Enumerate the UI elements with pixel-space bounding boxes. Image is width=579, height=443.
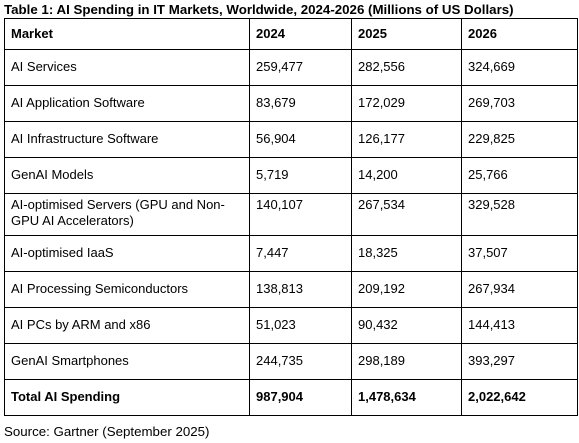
value-2026-cell: 267,934 [461,271,578,308]
market-cell: AI PCs by ARM and x86 [4,307,250,344]
table-title: Table 1: AI Spending in IT Markets, Worl… [4,2,514,17]
table-row: AI Processing Semiconductors 138,813 209… [4,271,578,308]
value-2025-cell: 90,432 [351,307,462,344]
table-header-row: Market 2024 2025 2026 [4,18,578,50]
total-2026-cell: 2,022,642 [461,379,578,416]
value-2025-cell: 298,189 [351,343,462,380]
market-cell: GenAI Smartphones [4,343,250,380]
value-2026-cell: 324,669 [461,49,578,86]
table-row: AI PCs by ARM and x86 51,023 90,432 144,… [4,307,578,344]
value-2026-cell: 329,528 [461,193,578,236]
value-2024-cell: 259,477 [249,49,352,86]
value-2025-cell: 209,192 [351,271,462,308]
total-2024-cell: 987,904 [249,379,352,416]
value-2026-cell: 229,825 [461,121,578,158]
table-row: GenAI Smartphones 244,735 298,189 393,29… [4,343,578,380]
market-cell: AI Application Software [4,85,250,122]
source-note: Source: Gartner (September 2025) [4,424,210,439]
total-row: Total AI Spending 987,904 1,478,634 2,02… [4,379,578,416]
value-2025-cell: 267,534 [351,193,462,236]
table-row: AI Infrastructure Software 56,904 126,17… [4,121,578,158]
table-row: AI Application Software 83,679 172,029 2… [4,85,578,122]
value-2025-cell: 14,200 [351,157,462,194]
value-2026-cell: 144,413 [461,307,578,344]
value-2026-cell: 37,507 [461,235,578,272]
value-2026-cell: 393,297 [461,343,578,380]
value-2026-cell: 25,766 [461,157,578,194]
market-cell: AI-optimised Servers (GPU and Non-GPU AI… [4,193,250,236]
ai-spending-table: Market 2024 2025 2026 AI Services 259,47… [4,18,578,416]
value-2024-cell: 5,719 [249,157,352,194]
table-row: AI-optimised IaaS 7,447 18,325 37,507 [4,235,578,272]
value-2024-cell: 244,735 [249,343,352,380]
market-cell: AI Processing Semiconductors [4,271,250,308]
total-label-cell: Total AI Spending [4,379,250,416]
table-row: AI Services 259,477 282,556 324,669 [4,49,578,86]
market-cell: AI Infrastructure Software [4,121,250,158]
value-2025-cell: 18,325 [351,235,462,272]
value-2025-cell: 282,556 [351,49,462,86]
value-2025-cell: 172,029 [351,85,462,122]
header-2025: 2025 [351,18,462,50]
table-row: GenAI Models 5,719 14,200 25,766 [4,157,578,194]
header-market: Market [4,18,250,50]
market-cell: GenAI Models [4,157,250,194]
market-cell: AI-optimised IaaS [4,235,250,272]
value-2025-cell: 126,177 [351,121,462,158]
value-2024-cell: 51,023 [249,307,352,344]
value-2024-cell: 83,679 [249,85,352,122]
header-2024: 2024 [249,18,352,50]
value-2024-cell: 56,904 [249,121,352,158]
value-2026-cell: 269,703 [461,85,578,122]
total-2025-cell: 1,478,634 [351,379,462,416]
value-2024-cell: 7,447 [249,235,352,272]
value-2024-cell: 138,813 [249,271,352,308]
market-cell: AI Services [4,49,250,86]
header-2026: 2026 [461,18,578,50]
value-2024-cell: 140,107 [249,193,352,236]
table-row: AI-optimised Servers (GPU and Non-GPU AI… [4,193,578,236]
